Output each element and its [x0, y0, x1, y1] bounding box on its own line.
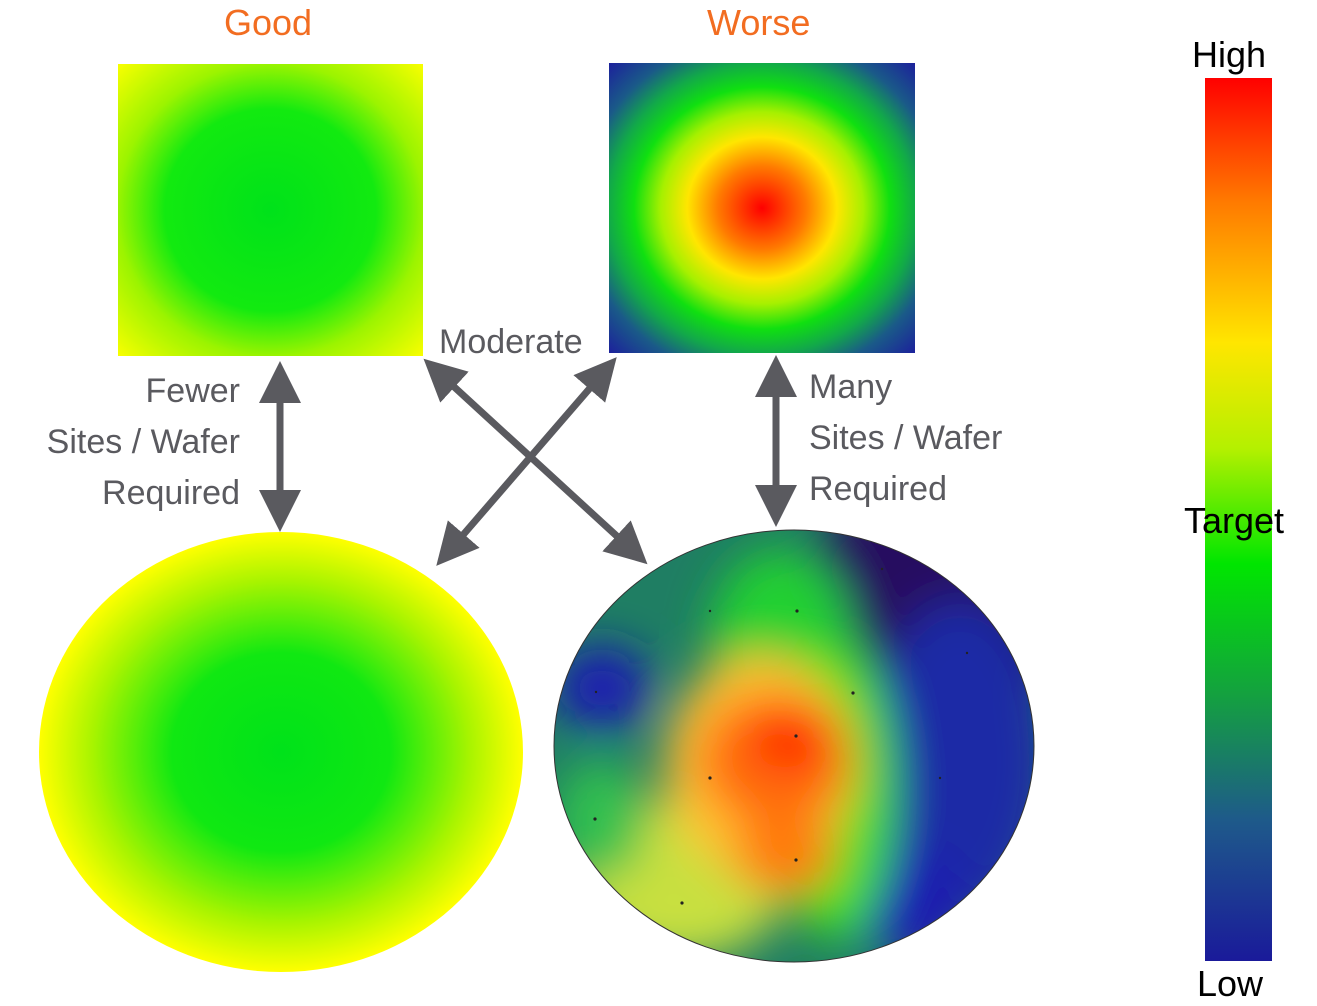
moderate-label: Moderate [439, 323, 583, 361]
worse-wafer-outline [553, 529, 1035, 963]
worse-wafer-map [554, 530, 1034, 962]
good-wafer-map [39, 532, 523, 972]
good-heading: Good [224, 2, 313, 43]
fewer-sites-label-line2: Sites / Wafer [46, 423, 240, 461]
color-scale-bar [1205, 78, 1272, 961]
many-sites-label-line2: Sites / Wafer [809, 419, 1003, 457]
moderate-arrow-good-to-worse [423, 358, 648, 565]
scale-low-label: Low [1197, 963, 1264, 1004]
fewer-sites-label-line3: Required [102, 474, 240, 512]
worse-heading: Worse [707, 2, 811, 43]
many-sites-label-line1: Many [809, 368, 893, 406]
many-sites-label-line3: Required [809, 470, 947, 508]
scale-high-label: High [1192, 34, 1267, 75]
scale-target-label: Target [1184, 500, 1285, 541]
moderate-arrow-worse-to-good [436, 357, 617, 566]
worse-square-map [609, 63, 915, 353]
good-square-map [118, 64, 423, 356]
fewer-sites-label-line1: Fewer [145, 372, 240, 410]
